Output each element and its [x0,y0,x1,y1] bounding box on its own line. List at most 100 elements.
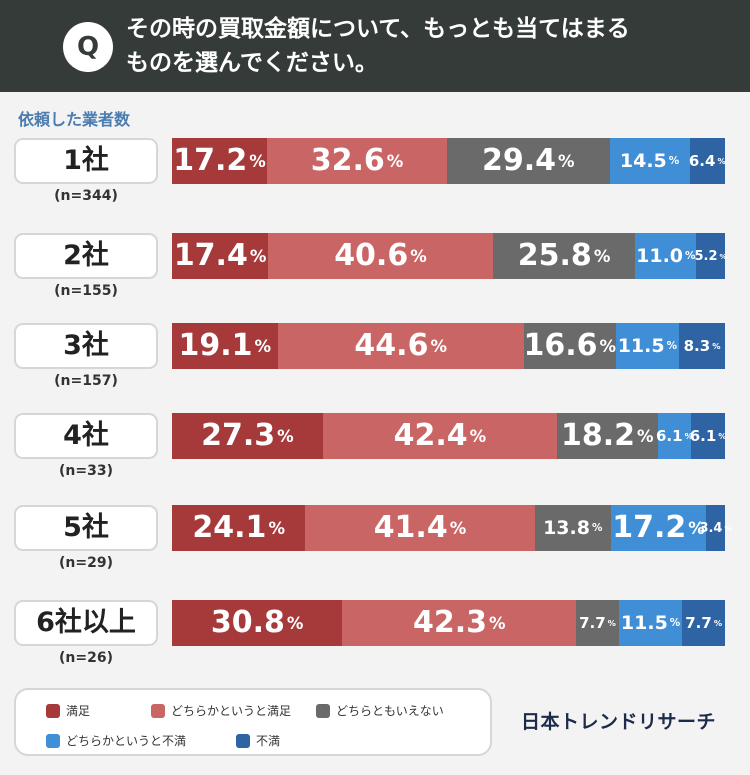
sample-size-label: (n=29) [59,555,113,571]
bar-segment-dissatisfied: 6.1% [689,413,727,459]
sample-size-label: (n=26) [59,650,113,666]
bar-segment-somewhat-satisfied: 32.6% [267,138,448,184]
data-label-unit: % [591,522,603,534]
bar-segment-somewhat-dissatisfied: 6.1% [656,413,693,459]
bar-segment-somewhat-satisfied: 44.6% [277,323,524,369]
data-label-unit: % [254,336,272,356]
data-label-unit: % [489,613,506,633]
data-label: 16.6 [523,328,598,363]
chart-row: 5社 (n=29) 24.1% 41.4% 13.8% 17.2% 3.4% [0,505,750,589]
data-label: 32.6 [310,143,385,178]
data-label-unit: % [430,336,447,356]
data-label-unit: % [469,426,487,446]
bar-segment-somewhat-satisfied: 41.4% [305,505,535,551]
data-label: 40.6 [334,238,409,273]
data-label: 30.8 [210,605,285,640]
data-label-unit: % [717,156,726,166]
data-label-unit: % [668,155,680,167]
data-label-unit: % [713,618,723,628]
bar-segment-dissatisfied: 8.3% [679,323,725,369]
sample-size-label: (n=157) [54,373,118,389]
data-label-unit: % [724,523,732,533]
stacked-bar: 24.1% 41.4% 13.8% 17.2% 3.4% [172,505,732,551]
data-label-unit: % [607,618,616,628]
data-label: 6.4 [688,151,716,170]
data-label: 17.2 [173,143,248,178]
chart-row: 3社 (n=157) 19.1% 44.6% 16.6% 11.5% 8.3% [0,323,750,407]
data-label: 42.4 [393,418,468,453]
data-label-unit: % [277,426,294,446]
bar-segment-dissatisfied: 6.4% [688,138,726,184]
legend-swatch [46,703,60,718]
data-label-unit: % [637,426,654,446]
legend-label: どちらともいえない [336,704,444,718]
bar-segment-somewhat-satisfied: 40.6% [268,233,493,279]
data-label: 19.1 [178,328,253,363]
stacked-bar: 19.1% 44.6% 16.6% 11.5% 8.3% [172,323,725,369]
chart-row: 6社以上 (n=26) 30.8% 42.3% 7.7% 11.5% 7.7% [0,600,750,684]
bar-segment-dissatisfied: 5.2% [694,233,727,279]
data-label-unit: % [666,340,678,352]
data-label: 7.7 [579,613,606,632]
legend-swatch [151,703,165,718]
bar-segment-satisfied: 19.1% [172,323,278,369]
data-label: 24.1 [192,510,267,545]
data-label-unit: % [688,518,705,538]
legend-item: どちらかというと不満 [46,732,186,749]
chart-row: 1社 (n=344) 17.2% 32.6% 29.4% 14.5% 6.4% [0,138,750,222]
category-label: 3社 [14,323,158,369]
data-label: 25.8 [517,238,592,273]
data-label-unit: % [386,151,404,171]
legend-label: 不満 [256,734,281,748]
chart-row: 2社 (n=155) 17.4% 40.6% 25.8% 11.0% 5.2% [0,233,750,317]
data-label-unit: % [593,246,611,266]
bar-segment-somewhat-dissatisfied: 11.5% [618,600,683,646]
data-label: 44.6 [354,328,429,363]
bar-segment-neutral: 13.8% [534,505,611,551]
sample-size-label: (n=155) [54,283,118,299]
data-label-unit: % [449,518,467,538]
data-label: 17.4 [173,238,248,273]
bar-segment-somewhat-dissatisfied: 14.5% [609,138,690,184]
data-label-unit: % [669,617,681,629]
data-label: 7.7 [685,613,712,632]
stacked-bar: 30.8% 42.3% 7.7% 11.5% 7.7% [172,600,725,646]
data-label-unit: % [249,246,267,266]
category-label: 2社 [14,233,158,279]
data-label: 6.1 [656,426,683,445]
bar-segment-satisfied: 27.3% [172,413,323,459]
bar-segment-neutral: 25.8% [492,233,636,279]
data-label: 6.1 [689,426,717,445]
bar-segment-dissatisfied: 3.4% [699,505,732,551]
sample-size-label: (n=33) [59,463,113,479]
question-line-2: ものを選んでください。 [126,50,378,76]
sample-size-label: (n=344) [54,188,118,204]
question-text: その時の買取金額について、もっとも当てはまる ものを選んでください。 [126,12,736,80]
vendor-count-label: 依頼した業者数 [18,110,131,129]
data-label: 11.5 [620,611,668,634]
data-label-unit: % [719,251,727,261]
legend-label: どちらかというと不満 [66,734,187,748]
data-label-unit: % [718,431,727,441]
question-badge: Q [63,22,113,72]
stacked-bar: 17.2% 32.6% 29.4% 14.5% 6.4% [172,138,726,184]
data-label-unit: % [410,246,427,266]
bar-segment-dissatisfied: 7.7% [682,600,725,646]
data-label: 13.8 [543,516,590,539]
bar-segment-somewhat-satisfied: 42.3% [342,600,577,646]
bar-segment-somewhat-dissatisfied: 11.5% [615,323,680,369]
data-label-unit: % [685,250,696,262]
data-label-unit: % [268,518,285,538]
brand-logo: 日本トレンドリサーチ [521,711,717,733]
category-label: 5社 [14,505,158,551]
data-label: 17.2 [612,510,687,545]
data-label: 5.2 [694,248,718,264]
data-label: 18.2 [561,418,636,453]
data-label-unit: % [712,341,721,351]
legend-swatch [236,733,250,748]
legend-item: どちらかというと満足 [151,702,291,719]
category-label: 4社 [14,413,158,459]
data-label: 11.5 [617,334,665,357]
stacked-bar: 17.4% 40.6% 25.8% 11.0% 5.2% [172,233,727,279]
stacked-bar: 27.3% 42.4% 18.2% 6.1% 6.1% [172,413,727,459]
